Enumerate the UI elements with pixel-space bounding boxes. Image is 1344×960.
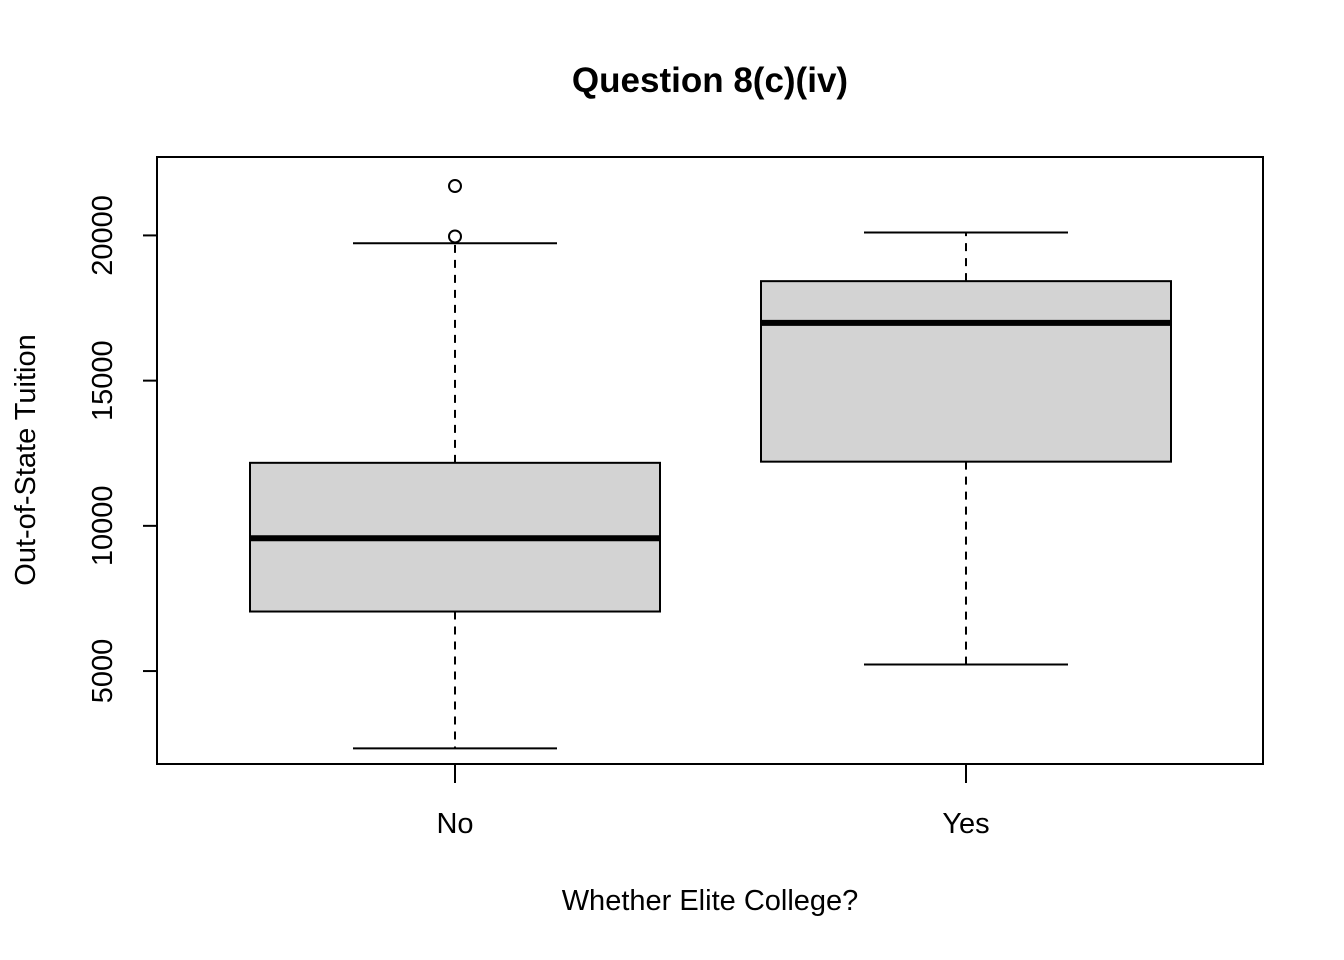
outlier-point-no — [448, 179, 462, 194]
y-tick-label: 15000 — [87, 340, 119, 421]
x-tick-label: No — [436, 808, 473, 840]
y-axis-label: Out-of-State Tuition — [10, 334, 42, 585]
chart-title: Question 8(c)(iv) — [572, 61, 848, 100]
plot-frame — [156, 156, 1264, 765]
x-tick-label: Yes — [942, 808, 989, 840]
chart-marks: 5000 10000 15000 20000 No Yes — [87, 179, 1172, 840]
x-axis-label: Whether Elite College? — [562, 885, 859, 917]
outlier-point-no — [448, 229, 462, 244]
y-tick-label: 5000 — [87, 639, 119, 704]
box-yes — [760, 280, 1172, 463]
y-tick-label: 10000 — [87, 486, 119, 567]
y-tick-label: 20000 — [87, 195, 119, 276]
